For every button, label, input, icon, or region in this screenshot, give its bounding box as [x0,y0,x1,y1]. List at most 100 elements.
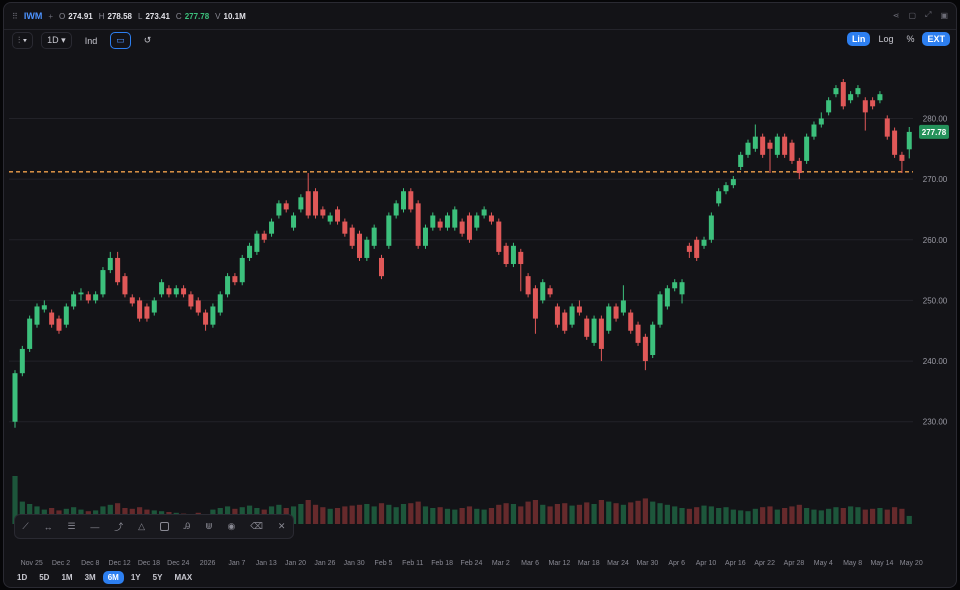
candle-body [906,131,912,150]
range-buttons: 1D 5D 1M 3M 6M 1Y 5Y MAX [12,571,197,584]
volume-bar [796,504,802,524]
x-tick-label: Apr 6 [668,560,685,567]
scale-button[interactable]: EXT [922,32,950,46]
volume-bar [562,503,568,524]
candle-body [269,221,275,234]
volume-bar [606,501,612,524]
field-key: V [215,11,221,21]
range-button[interactable]: 1Y [130,573,141,582]
channel-tool[interactable]: ☰ [67,521,76,531]
volume-bar [664,504,670,524]
candle-body [71,294,77,307]
candle-body [796,160,802,174]
annotation-button[interactable]: ▭ [110,32,131,49]
candle-body [261,233,267,240]
volume-bar [488,508,495,524]
volume-bar [679,508,685,524]
magnet-tool[interactable]: ⋓ [205,521,213,531]
candle-body [173,288,179,295]
candle-body [115,257,121,283]
volume-bar [760,507,766,524]
path-tool[interactable]: ⤴ [114,522,124,532]
range-button[interactable]: MAX [174,573,193,582]
add-button[interactable]: + [48,11,54,21]
candle-body [63,306,69,325]
x-tick-label: Nov 25 [21,560,43,567]
lock-icon[interactable]: ▢ [908,10,917,20]
replay-button[interactable]: ↺ [143,35,152,45]
candle-body [591,318,597,343]
field-value: 278.58 [107,11,132,21]
candle-body [657,294,663,325]
scale-button[interactable]: Lin [846,32,871,46]
range-button[interactable]: 6M [102,571,124,584]
volume-bar [19,501,25,524]
x-tick-label: Dec 2 [52,560,70,567]
volume-bar [840,508,846,524]
candle-body [342,221,348,234]
range-button[interactable]: 1M [61,573,73,582]
candle-body [313,191,319,216]
scale-button[interactable]: Log [878,34,894,44]
symbol[interactable]: IWM [23,11,43,21]
chart-style-button[interactable]: ⫶ ▾ [12,32,34,49]
interval-button[interactable]: 1D ▾ [41,32,72,49]
candle-body [811,124,817,137]
range-button[interactable]: 3M [84,573,96,582]
volume-bar [320,507,326,524]
candle-body [899,154,905,161]
rect-tool[interactable] [159,522,169,531]
candle-body [510,245,516,265]
volume-bar [371,506,377,524]
candle-body [305,191,311,216]
shape-tool[interactable]: △ [138,521,146,531]
drag-handle[interactable]: ⠿ [12,11,18,21]
field-key: C [175,11,182,21]
x-tick-label: Jan 20 [285,560,306,567]
x-tick-label: Apr 28 [784,560,805,567]
scale-button[interactable]: % [906,34,915,44]
trendline-tool[interactable]: ⟋ [22,521,29,531]
volume-bar [356,504,363,524]
candle-body [276,203,282,216]
hide-tool[interactable]: ◉ [227,521,236,531]
candle-body [547,288,553,295]
field-key: L [137,11,143,21]
window-controls: ⋖ ▢ ⤢ ▣ [893,10,948,20]
share-icon[interactable]: ⋖ [892,10,900,20]
expand-icon[interactable]: ⤢ [925,10,932,19]
candle-body [379,257,384,277]
chart: 230.00 240.00 250.00 260.00 270.00 280.00 Nov … [9,79,949,567]
text-tool[interactable]: Ꭿ [183,521,191,531]
candle-body [144,306,150,319]
x-tick-label: Jan 7 [228,560,245,567]
delete-icon[interactable]: ▣ [940,10,948,20]
volume-bar [804,508,810,524]
candle-body [195,300,201,313]
x-tick-label: Apr 16 [725,560,746,567]
trash-tool[interactable]: ⌫ [250,521,263,531]
range-button[interactable]: 1D [17,573,28,582]
candle-body [400,191,406,210]
field-key: O [59,11,66,21]
close-tool[interactable]: ✕ [277,521,286,531]
candle-body [371,227,377,246]
y-tick-label: 250.00 [923,296,948,305]
volume-bar [400,504,407,524]
volume-bar [503,503,509,524]
volume-bar [708,506,714,524]
candle-body [203,312,209,325]
range-button[interactable]: 5Y [152,573,163,582]
range-button[interactable]: 5D [39,573,50,582]
candle-body [357,233,363,258]
candle-body [335,209,341,222]
candle-body [576,306,582,313]
volume-bar [789,506,795,524]
candle-body [474,215,480,228]
hline-tool[interactable]: ― [90,521,100,532]
volume-bar [598,500,604,524]
ray-tool[interactable]: ↔ [43,521,53,532]
candle-body [159,282,165,295]
candle-body [393,203,399,216]
indicators-button[interactable]: Ind [84,35,98,46]
